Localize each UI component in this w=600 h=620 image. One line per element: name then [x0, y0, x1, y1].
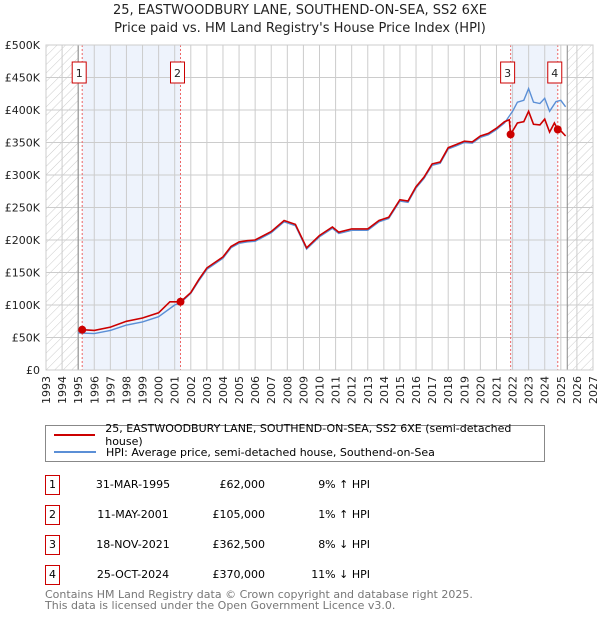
sale-label-number: 1	[76, 67, 83, 80]
sale-label-number: 4	[551, 67, 558, 80]
x-tick-label: 2012	[346, 376, 359, 404]
legend: 25, EASTWOODBURY LANE, SOUTHEND-ON-SEA, …	[45, 422, 545, 462]
sale-point	[78, 325, 87, 334]
x-tick-label: 2008	[281, 376, 294, 404]
footer-licence: This data is licensed under the Open Gov…	[45, 599, 396, 612]
sale-label-box: 2	[169, 61, 185, 84]
sale-hpi-diff: 9% ↑ HPI	[318, 478, 370, 491]
sale-label-box: 3	[500, 61, 516, 84]
sale-date: 25-OCT-2024	[96, 568, 170, 581]
footer-copyright: Contains HM Land Registry data © Crown c…	[45, 588, 473, 601]
property-price-line	[82, 109, 567, 332]
sale-label-border	[169, 61, 185, 84]
legend-label: HPI: Average price, semi-detached house,…	[106, 445, 435, 459]
transaction-row: 1 31-MAR-1995 £62,000 9% ↑ HPI	[45, 475, 445, 495]
x-tick-label: 2011	[330, 376, 343, 404]
x-tick-label: 2009	[297, 376, 310, 404]
x-tick-label: 2025	[555, 376, 568, 404]
x-tick-label: 2013	[362, 376, 375, 404]
y-tick-label: £500K	[5, 39, 41, 52]
x-tick-label: 2014	[378, 376, 391, 404]
x-tick-label: 2019	[458, 376, 471, 404]
sale-badge: 2	[45, 505, 60, 525]
y-tick-label: £400K	[5, 104, 41, 117]
legend-label: 25, EASTWOODBURY LANE, SOUTHEND-ON-SEA, …	[105, 422, 512, 448]
x-tick-label: 2002	[185, 376, 198, 404]
x-tick-label: 2004	[217, 376, 230, 404]
x-tick-label: 2010	[314, 376, 327, 404]
price-chart: 1993 1994 1995 1996 1997 1998 1999 2000 2001 2002…	[5, 39, 600, 404]
sale-label-box: 4	[547, 61, 563, 84]
sale-point	[553, 125, 562, 134]
x-tick-label: 2001	[169, 376, 182, 404]
y-tick-label: £150K	[5, 267, 41, 280]
sale-label-border	[500, 61, 516, 84]
x-tick-label: 1999	[137, 376, 150, 404]
x-tick-label: 2015	[394, 376, 407, 404]
plot-border	[45, 44, 594, 371]
y-tick-label: £250K	[5, 202, 41, 215]
sale-badge: 3	[45, 535, 60, 555]
sale-point	[176, 297, 185, 306]
sale-hpi-diff: 11% ↓ HPI	[311, 568, 370, 581]
x-tick-label: 2007	[265, 376, 278, 404]
sale-point	[506, 130, 515, 139]
sale-price: £62,000	[219, 478, 266, 491]
x-tick-label: 1994	[56, 376, 69, 404]
y-tick-label: £200K	[5, 234, 41, 247]
chart-subtitle: Price paid vs. HM Land Registry's House …	[114, 21, 486, 36]
transaction-row: 4 25-OCT-2024 £370,000 11% ↓ HPI	[45, 565, 445, 585]
sale-price: £105,000	[212, 508, 266, 521]
x-tick-label: 2022	[507, 376, 520, 404]
y-tick-label: £450K	[5, 72, 41, 85]
legend-swatch-red	[54, 434, 96, 436]
x-tick-label: 2005	[233, 376, 246, 404]
sale-date: 11-MAY-2001	[97, 508, 169, 521]
sale-price: £362,500	[212, 538, 266, 551]
sale-label-box: 1	[71, 61, 87, 84]
y-tick-label: £350K	[5, 137, 41, 150]
x-tick-label: 1995	[72, 376, 85, 404]
x-tick-label: 2026	[571, 376, 584, 404]
y-tick-label: £0	[26, 364, 40, 377]
x-tick-label: 2000	[153, 376, 166, 404]
y-tick-label: £50K	[12, 332, 41, 345]
sale-label-number: 3	[504, 67, 511, 80]
legend-item-property: 25, EASTWOODBURY LANE, SOUTHEND-ON-SEA, …	[54, 422, 544, 448]
footer: Contains HM Land Registry data © Crown c…	[45, 589, 473, 611]
x-tick-label: 2023	[523, 376, 536, 404]
sale-label-border	[547, 61, 563, 84]
sale-hpi-diff: 1% ↑ HPI	[318, 508, 370, 521]
sale-label-border	[71, 61, 87, 84]
x-tick-label: 2027	[587, 376, 600, 404]
sale-date: 18-NOV-2021	[96, 538, 170, 551]
x-tick-label: 2016	[410, 376, 423, 404]
x-tick-label: 2003	[201, 376, 214, 404]
x-tick-label: 1996	[88, 376, 101, 404]
x-tick-label: 2020	[474, 376, 487, 404]
sale-hpi-diff: 8% ↓ HPI	[318, 538, 370, 551]
sale-price: £370,000	[212, 568, 266, 581]
sale-label-number: 2	[174, 67, 181, 80]
x-tick-label: 1997	[104, 376, 117, 404]
chart-title: 25, EASTWOODBURY LANE, SOUTHEND-ON-SEA, …	[112, 3, 488, 18]
x-tick-label: 1998	[120, 376, 133, 404]
x-tick-label: 2021	[490, 376, 503, 404]
x-tick-label: 1993	[40, 376, 53, 404]
legend-item-hpi: HPI: Average price, semi-detached house,…	[54, 444, 435, 460]
sale-date: 31-MAR-1995	[95, 478, 171, 491]
x-tick-label: 2006	[249, 376, 262, 404]
legend-swatch-blue	[54, 451, 96, 453]
x-tick-label: 2024	[539, 376, 552, 404]
transaction-row: 3 18-NOV-2021 £362,500 8% ↓ HPI	[45, 535, 445, 555]
transaction-row: 2 11-MAY-2001 £105,000 1% ↑ HPI	[45, 505, 445, 525]
x-tick-label: 2017	[426, 376, 439, 404]
y-tick-label: £100K	[5, 299, 41, 312]
sale-badge: 1	[45, 475, 60, 495]
sale-badge: 4	[45, 565, 60, 585]
x-tick-label: 2018	[442, 376, 455, 404]
y-tick-label: £300K	[5, 169, 41, 182]
